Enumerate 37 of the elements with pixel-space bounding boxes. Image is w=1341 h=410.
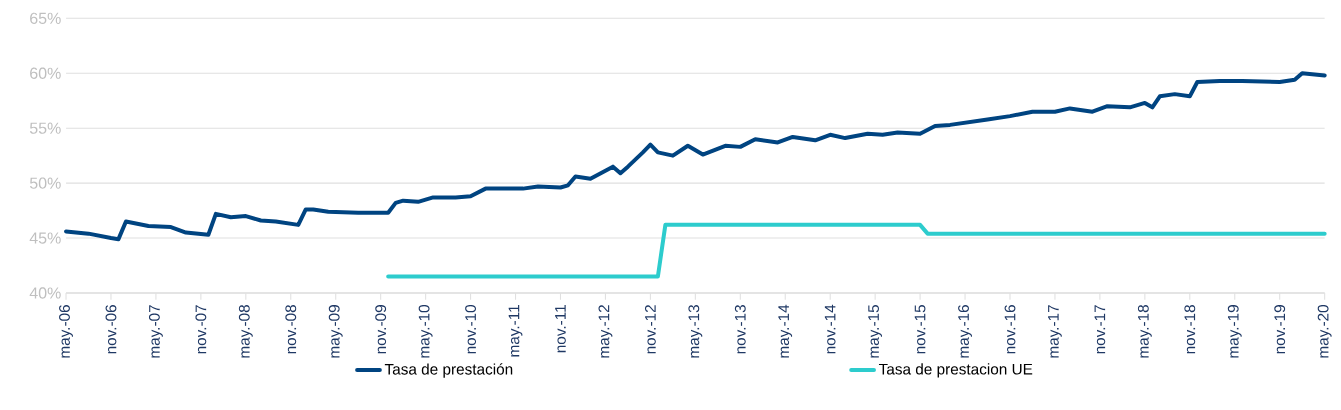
x-tick-label: may.-06 bbox=[59, 305, 73, 358]
x-tick-label: may.-18 bbox=[1137, 305, 1152, 358]
x-tick-label: nov.-06 bbox=[105, 305, 117, 354]
x-tick-label: may.-11 bbox=[508, 305, 523, 357]
x-tick-label: may.-15 bbox=[868, 305, 883, 358]
x-tick-label: may.-09 bbox=[328, 305, 343, 358]
x-tick-label: nov.-18 bbox=[1184, 305, 1196, 354]
x-tick-label: may.-10 bbox=[418, 304, 433, 358]
x-tick-label: may.-13 bbox=[688, 305, 703, 358]
legend-label: Tasa de prestación bbox=[384, 363, 513, 378]
x-tick-label: may.-08 bbox=[238, 305, 253, 358]
y-tick-label: 55% bbox=[29, 122, 61, 134]
x-tick-label: nov.-09 bbox=[375, 305, 387, 354]
legend-label: Tasa de prestacion UE bbox=[878, 363, 1033, 378]
x-tick-label: may.-17 bbox=[1048, 305, 1062, 358]
x-tick-label: nov.-17 bbox=[1094, 305, 1106, 354]
y-tick-label: 45% bbox=[29, 232, 61, 244]
y-tick-label: 50% bbox=[29, 177, 61, 189]
y-tick-label: 60% bbox=[30, 67, 61, 79]
x-tick-label: nov.-12 bbox=[644, 305, 656, 354]
x-tick-label: may.-07 bbox=[148, 305, 163, 358]
x-tick-label: nov.-10 bbox=[465, 304, 477, 354]
y-tick-label: 40% bbox=[29, 287, 61, 299]
x-tick-label: may.-20 bbox=[1317, 304, 1332, 358]
x-tick-label: may.-19 bbox=[1227, 305, 1242, 358]
x-tick-label: nov.-19 bbox=[1274, 305, 1286, 354]
x-tick-label: nov.-08 bbox=[285, 305, 297, 354]
x-tick-label: may.-16 bbox=[958, 305, 972, 358]
x-tick-label: nov.-16 bbox=[1004, 305, 1016, 354]
y-tick-label: 65% bbox=[30, 12, 61, 24]
x-tick-label: may.-12 bbox=[598, 305, 613, 358]
x-tick-label: nov.-07 bbox=[195, 305, 207, 354]
x-tick-label: nov.-13 bbox=[734, 305, 746, 354]
x-tick-label: may.-14 bbox=[778, 304, 793, 358]
x-tick-label: nov.-15 bbox=[914, 305, 926, 354]
x-tick-label: nov.-11 bbox=[555, 305, 566, 353]
x-tick-label: nov.-14 bbox=[824, 304, 836, 354]
